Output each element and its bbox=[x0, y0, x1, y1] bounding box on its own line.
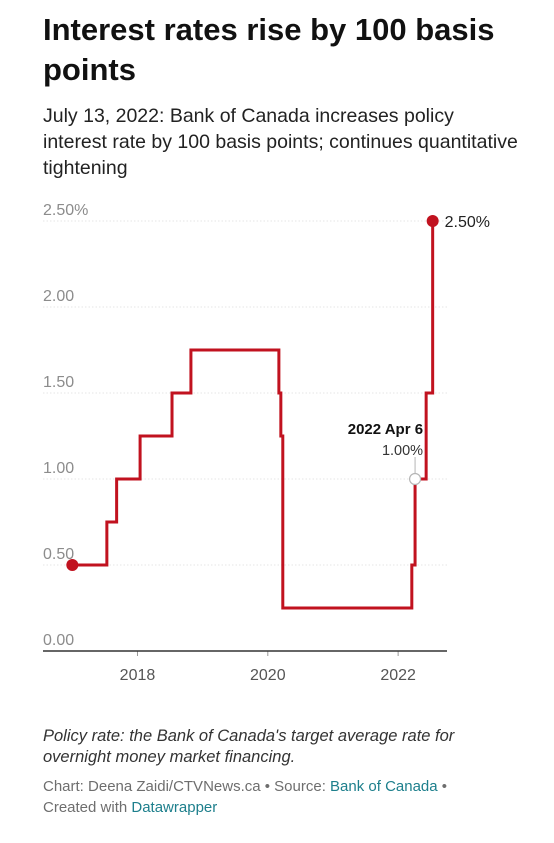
end-value-label: 2.50% bbox=[445, 214, 490, 231]
source-link[interactable]: Bank of Canada bbox=[330, 778, 438, 795]
y-tick-label: 1.50 bbox=[43, 374, 74, 391]
line-chart: 0.00 0.50 1.00 1.50 2.00 2.50% 2018 2020 2022 2… bbox=[43, 202, 490, 684]
x-tick-label: 2018 bbox=[120, 667, 156, 684]
annotation-value-label: 1.00% bbox=[382, 443, 423, 459]
gridlines bbox=[43, 220, 447, 566]
footer-credit: Chart: Deena Zaidi/CTVNews.ca • Source: bbox=[43, 778, 331, 795]
chart-title: Interest rates rise by 100 basis points bbox=[43, 12, 495, 87]
y-tick-label: 0.50 bbox=[43, 546, 74, 563]
end-point-marker bbox=[426, 215, 439, 227]
chart-notes: Policy rate: the Bank of Canada's target… bbox=[43, 727, 455, 766]
annotation-point-marker bbox=[408, 472, 422, 486]
policy-rate-line bbox=[72, 221, 435, 610]
chart-footer: Chart: Deena Zaidi/CTVNews.ca • Source: … bbox=[43, 776, 513, 818]
y-tick-label: 2.50% bbox=[43, 202, 88, 219]
footer-separator: • bbox=[437, 778, 448, 795]
footer-created: Created with bbox=[43, 799, 132, 816]
y-axis-ticks: 0.00 0.50 1.00 1.50 2.00 2.50% bbox=[43, 202, 88, 649]
y-tick-label: 2.00 bbox=[43, 288, 74, 305]
x-axis-ticks: 2018 2020 2022 bbox=[120, 651, 416, 684]
datawrapper-link[interactable]: Datawrapper bbox=[131, 799, 218, 816]
chart-subtitle: July 13, 2022: Bank of Canada increases … bbox=[43, 105, 518, 179]
x-tick-label: 2022 bbox=[380, 667, 416, 684]
start-point-marker bbox=[66, 559, 79, 571]
x-tick-label: 2020 bbox=[250, 667, 286, 684]
y-tick-label: 1.00 bbox=[43, 460, 74, 477]
annotation-date-label: 2022 Apr 6 bbox=[348, 421, 423, 438]
y-tick-label: 0.00 bbox=[43, 632, 74, 649]
hover-annotation: 2022 Apr 6 1.00% bbox=[348, 421, 423, 486]
